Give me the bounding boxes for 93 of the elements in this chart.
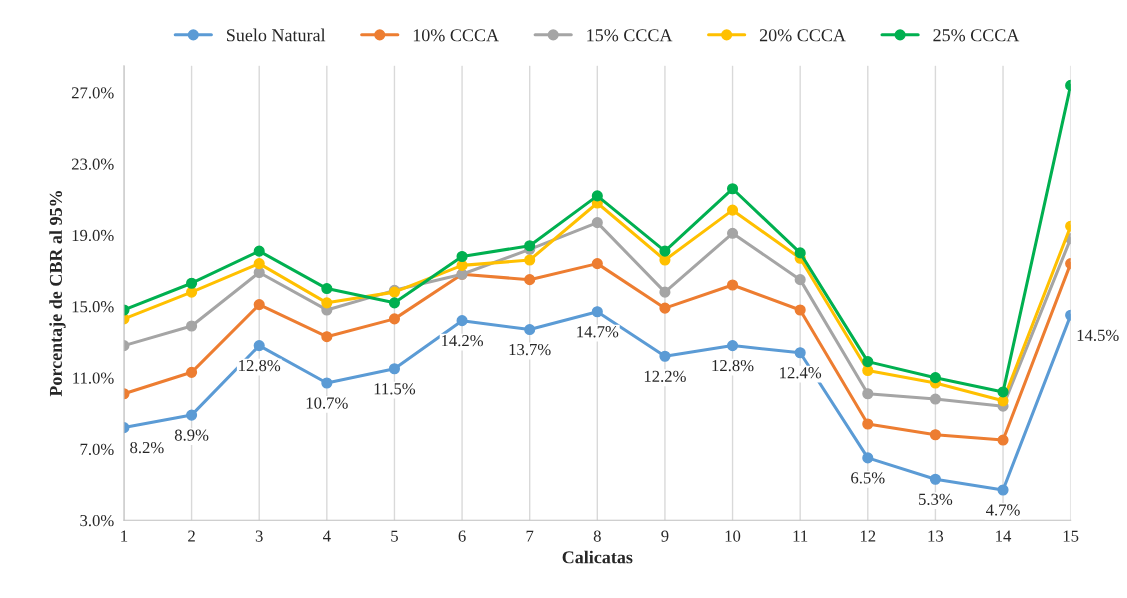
data-label: 12.8% <box>712 359 754 372</box>
point <box>186 366 198 378</box>
point <box>388 297 401 309</box>
data-label: 14.2% <box>442 335 484 347</box>
point <box>253 245 265 257</box>
point <box>186 286 198 298</box>
point <box>321 331 333 343</box>
legend-label: 15% CCCA <box>587 29 673 42</box>
point <box>997 386 1009 398</box>
point <box>524 274 536 286</box>
point <box>321 377 333 389</box>
legend-label: 25% CCCA <box>933 29 1020 42</box>
point <box>794 247 806 259</box>
point <box>253 340 265 352</box>
data-label: 8.2% <box>130 441 164 454</box>
x-tick-label: 1 <box>121 530 128 542</box>
x-tick-label: 14 <box>996 530 1012 542</box>
point <box>524 254 536 266</box>
y-tick-label: 27.0% <box>71 87 114 99</box>
legend-label: Suelo Natural <box>227 28 326 42</box>
data-label: 4.7% <box>986 504 1020 516</box>
point <box>726 183 739 195</box>
y-tick-label: 19.0% <box>72 229 114 242</box>
x-tick-label: 9 <box>661 530 669 542</box>
x-tick-label: 15 <box>1063 530 1079 542</box>
point <box>862 418 874 430</box>
point <box>659 286 671 298</box>
y-tick-label: 11.0% <box>73 372 114 384</box>
point <box>794 304 806 316</box>
point <box>388 313 401 325</box>
point <box>659 350 671 362</box>
x-tick-label: 8 <box>593 530 601 542</box>
point <box>929 473 941 485</box>
data-label: 14.5% <box>1077 329 1119 341</box>
point <box>794 274 806 286</box>
data-label: 6.5% <box>851 472 885 484</box>
x-tick-label: 7 <box>526 530 534 542</box>
x-tick-label: 11 <box>793 530 808 542</box>
point <box>591 306 603 318</box>
data-label: 11.5% <box>374 383 416 395</box>
point <box>321 283 333 295</box>
point <box>591 258 603 270</box>
point <box>524 324 536 336</box>
point <box>997 434 1009 446</box>
point <box>456 250 468 263</box>
data-label: 5.3% <box>919 493 953 505</box>
point <box>186 409 198 421</box>
legend-label: 20% CCCA <box>759 29 846 42</box>
y-tick-label: 7.0% <box>80 443 114 455</box>
point <box>862 388 874 400</box>
data-label: 8.9% <box>174 429 209 441</box>
x-tick-label: 5 <box>391 530 398 542</box>
point <box>929 372 941 384</box>
point <box>388 363 401 375</box>
y-tick-label: 23.0% <box>71 158 114 170</box>
data-label: 12.4% <box>780 367 822 379</box>
point <box>186 277 198 289</box>
point <box>321 297 333 309</box>
point <box>253 299 265 311</box>
point <box>253 258 265 270</box>
x-tick-label: 13 <box>928 530 944 542</box>
legend-label: 10% CCCA <box>413 29 499 42</box>
data-label: 14.7% <box>577 326 619 338</box>
x-tick-label: 2 <box>188 530 195 542</box>
point <box>591 190 603 202</box>
x-axis-title: Calicatas <box>562 550 633 564</box>
x-tick-label: 4 <box>322 530 331 542</box>
y-axis-title: Porcentaje de CBR al 95% <box>49 191 66 397</box>
point <box>794 347 806 359</box>
x-tick-label: 6 <box>458 530 466 542</box>
x-tick-label: 3 <box>255 530 263 542</box>
point <box>726 340 739 352</box>
point <box>929 429 941 441</box>
data-label: 12.8% <box>239 359 281 372</box>
point <box>591 217 603 229</box>
point <box>659 245 671 257</box>
point <box>862 356 874 368</box>
point <box>659 302 671 314</box>
point <box>726 279 739 291</box>
x-tick-label: 10 <box>725 530 741 542</box>
y-tick-label: 3.0% <box>80 514 114 527</box>
point <box>726 204 739 216</box>
point <box>862 452 874 464</box>
data-label: 10.7% <box>306 397 348 409</box>
point <box>186 320 198 332</box>
data-label: 13.7% <box>509 343 551 356</box>
point <box>726 227 739 239</box>
point <box>997 484 1009 496</box>
point <box>929 393 941 405</box>
point <box>456 315 468 327</box>
x-tick-label: 12 <box>860 530 876 542</box>
data-label: 12.2% <box>644 370 686 382</box>
y-tick-label: 15.0% <box>72 301 114 313</box>
